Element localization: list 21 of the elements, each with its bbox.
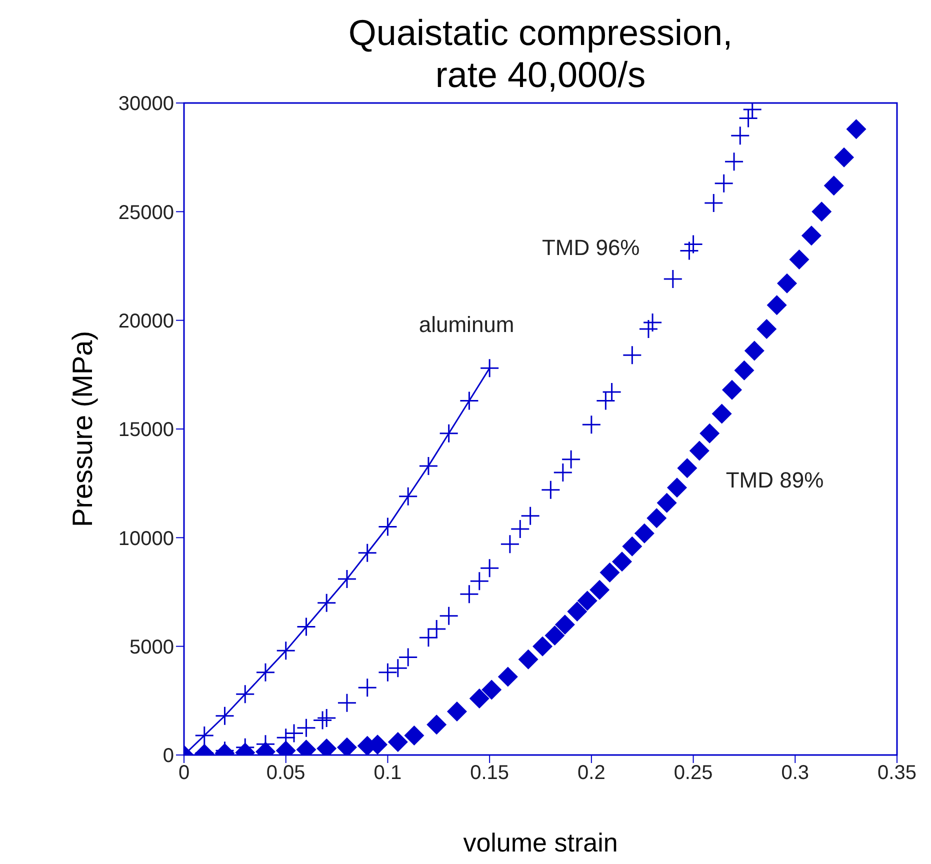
y-tick-label: 20000 [118, 310, 174, 332]
y-tick-label: 25000 [118, 202, 174, 224]
y-axis-title: Pressure (MPa) [66, 330, 98, 528]
x-tick-label: 0.35 [878, 762, 916, 784]
x-tick-label: 0.1 [374, 762, 402, 784]
y-tick-label: 0 [162, 745, 174, 768]
x-tick-label: 0.3 [781, 762, 810, 784]
y-tick-label: 10000 [118, 528, 174, 550]
x-tick-label: 0.2 [578, 762, 606, 784]
x-tick-label: 0.15 [470, 762, 510, 784]
y-tick-label: 5000 [130, 636, 174, 658]
x-tick-label: 0.05 [266, 762, 306, 784]
x-tick-label: 0.25 [674, 762, 713, 784]
y-tick-label: 30000 [118, 93, 174, 116]
series-label: TMD 89% [726, 467, 824, 492]
x-tick-label: 0 [178, 762, 190, 784]
series-label: TMD 96% [542, 234, 640, 260]
x-axis-title: volume strain [463, 827, 618, 858]
y-tick-label: 15000 [118, 419, 174, 442]
series-label: aluminum [418, 312, 514, 337]
chart-title: Quaistatic compression, rate 40,000/s [347, 12, 734, 95]
